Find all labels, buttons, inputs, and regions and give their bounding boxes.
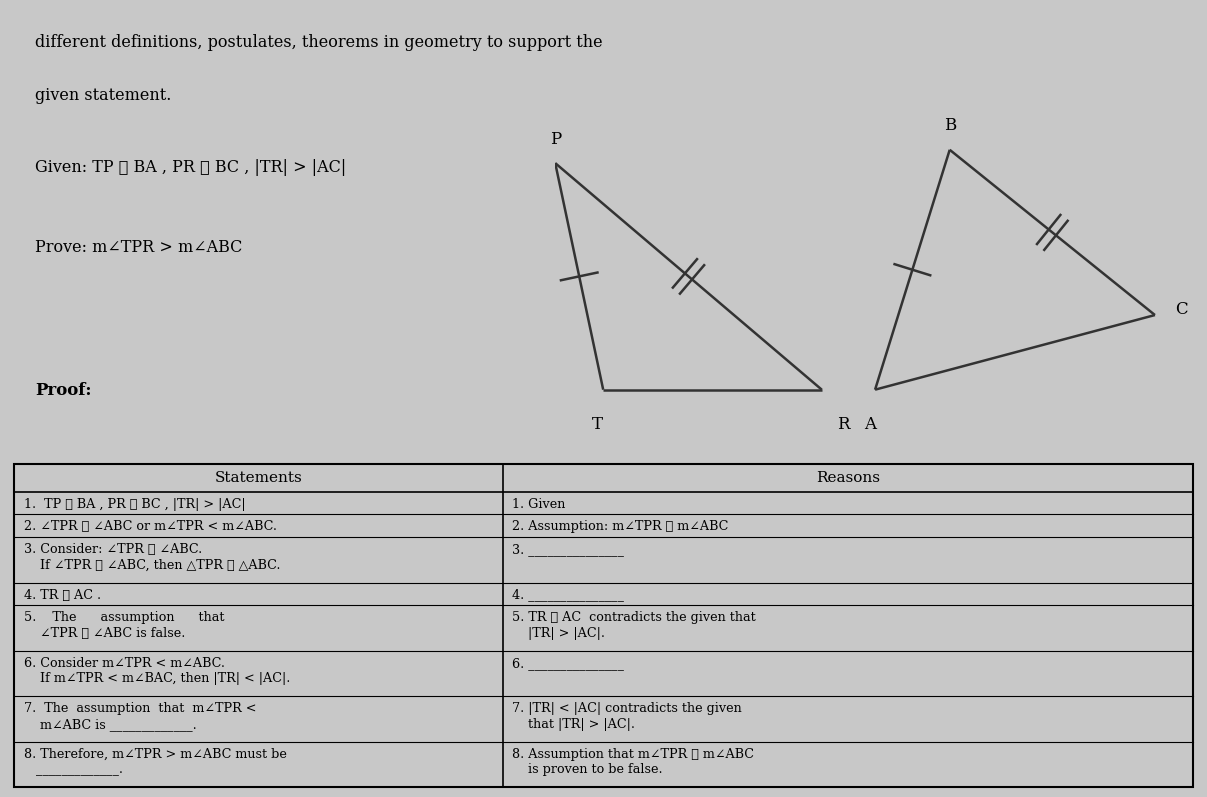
Text: C: C	[1176, 301, 1188, 318]
Text: 8. Assumption that m∠TPR ≇ m∠ABC: 8. Assumption that m∠TPR ≇ m∠ABC	[513, 748, 754, 761]
Text: 6. Consider m∠TPR < m∠ABC.: 6. Consider m∠TPR < m∠ABC.	[24, 657, 225, 669]
Text: 2. ∠TPR ≅ ∠ABC or m∠TPR < m∠ABC.: 2. ∠TPR ≅ ∠ABC or m∠TPR < m∠ABC.	[24, 520, 276, 533]
Text: 1. Given: 1. Given	[513, 497, 566, 511]
Text: If ∠TPR ≅ ∠ABC, then △TPR ≅ △ABC.: If ∠TPR ≅ ∠ABC, then △TPR ≅ △ABC.	[24, 559, 280, 571]
Text: different definitions, postulates, theorems in geometry to support the: different definitions, postulates, theor…	[35, 33, 602, 51]
Text: m∠ABC is _____________.: m∠ABC is _____________.	[24, 718, 197, 731]
Text: 1.  TP ≅ BA , PR ≅ BC , |TR| > |AC|: 1. TP ≅ BA , PR ≅ BC , |TR| > |AC|	[24, 497, 245, 511]
Text: 6. _______________: 6. _______________	[513, 657, 624, 669]
Text: R: R	[836, 416, 850, 433]
Text: is proven to be false.: is proven to be false.	[513, 764, 663, 776]
Text: Given: TP ≅ BA , PR ≅ BC , |TR| > |AC|: Given: TP ≅ BA , PR ≅ BC , |TR| > |AC|	[35, 159, 346, 176]
Text: Reasons: Reasons	[816, 471, 880, 485]
Text: given statement.: given statement.	[35, 88, 171, 104]
Text: _____________.: _____________.	[24, 764, 123, 776]
Text: 4. TR ≅ AC .: 4. TR ≅ AC .	[24, 588, 101, 602]
Text: 2. Assumption: m∠TPR ≇ m∠ABC: 2. Assumption: m∠TPR ≇ m∠ABC	[513, 520, 729, 533]
Text: A: A	[864, 416, 876, 433]
Text: Proof:: Proof:	[35, 382, 92, 399]
Text: ∠TPR ≅ ∠ABC is false.: ∠TPR ≅ ∠ABC is false.	[24, 627, 185, 640]
Text: 4. _______________: 4. _______________	[513, 588, 624, 602]
Text: 3. Consider: ∠TPR ≅ ∠ABC.: 3. Consider: ∠TPR ≅ ∠ABC.	[24, 543, 202, 556]
Text: Prove: m∠TPR > m∠ABC: Prove: m∠TPR > m∠ABC	[35, 239, 243, 256]
Text: Statements: Statements	[215, 471, 303, 485]
Text: 5. TR ≅ AC  contradicts the given that: 5. TR ≅ AC contradicts the given that	[513, 611, 756, 624]
Text: 8. Therefore, m∠TPR > m∠ABC must be: 8. Therefore, m∠TPR > m∠ABC must be	[24, 748, 287, 761]
Text: 7. |TR| < |AC| contradicts the given: 7. |TR| < |AC| contradicts the given	[513, 702, 742, 715]
Text: 5.    The      assumption      that: 5. The assumption that	[24, 611, 225, 624]
Text: 7.  The  assumption  that  m∠TPR <: 7. The assumption that m∠TPR <	[24, 702, 256, 715]
Text: If m∠TPR < m∠BAC, then |TR| < |AC|.: If m∠TPR < m∠BAC, then |TR| < |AC|.	[24, 673, 290, 685]
Text: |TR| > |AC|.: |TR| > |AC|.	[513, 627, 606, 640]
Text: P: P	[549, 131, 561, 147]
Text: B: B	[944, 117, 956, 134]
Text: T: T	[593, 416, 604, 433]
Text: 3. _______________: 3. _______________	[513, 543, 624, 556]
Text: that |TR| > |AC|.: that |TR| > |AC|.	[513, 718, 635, 731]
